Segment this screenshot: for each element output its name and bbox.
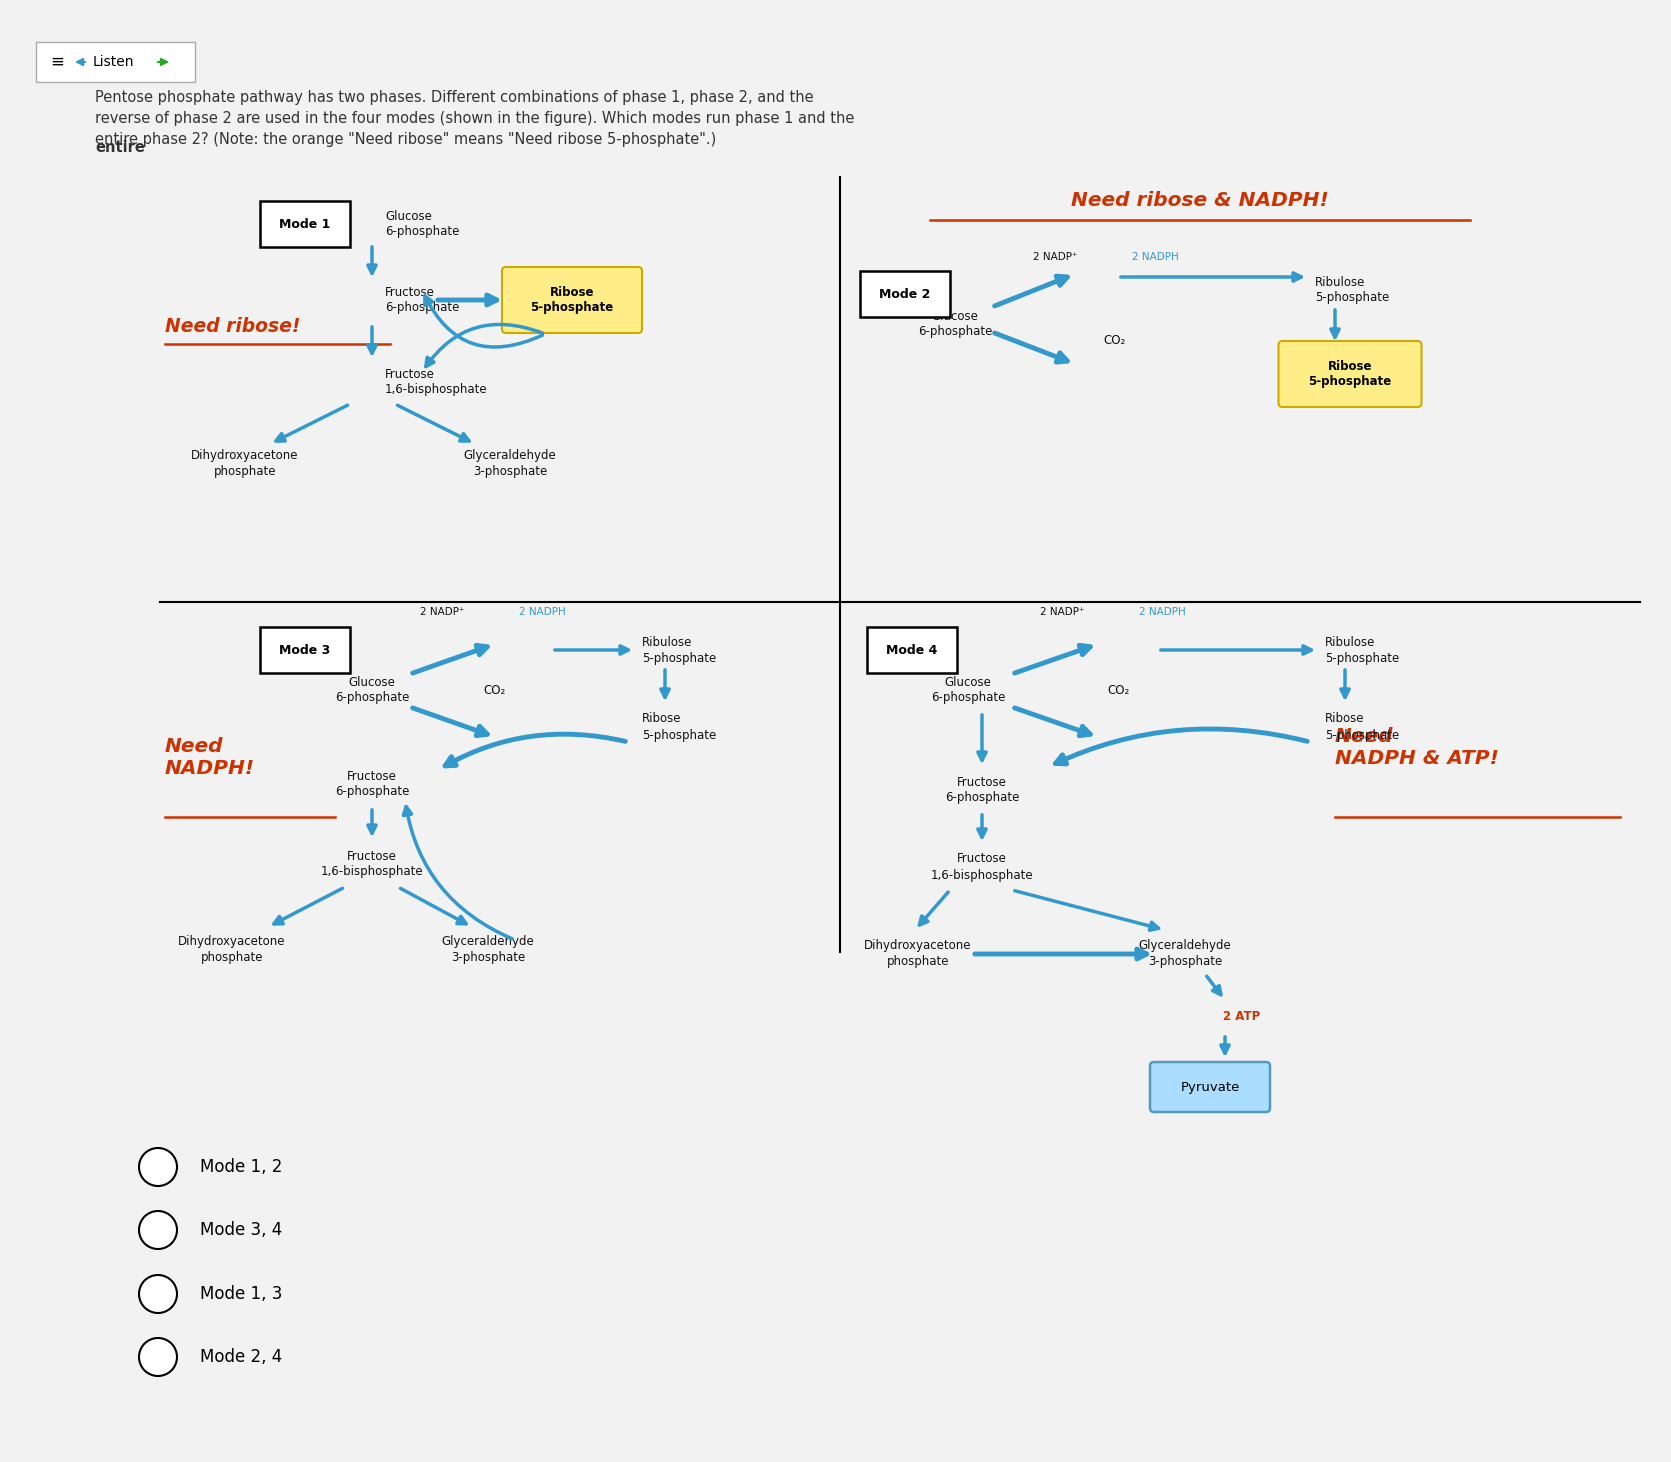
Text: Glucose
6-phosphate: Glucose 6-phosphate <box>931 675 1006 705</box>
Text: 2 NADP⁺: 2 NADP⁺ <box>1039 607 1084 617</box>
FancyBboxPatch shape <box>861 270 951 317</box>
Text: Glucose
6-phosphate: Glucose 6-phosphate <box>334 675 409 705</box>
Text: 2 NADPH: 2 NADPH <box>1131 251 1178 262</box>
Text: Fructose
6-phosphate: Fructose 6-phosphate <box>944 775 1019 804</box>
Text: Glyceraldehyde
3-phosphate: Glyceraldehyde 3-phosphate <box>1138 940 1232 968</box>
Text: Mode 2, 4: Mode 2, 4 <box>201 1348 282 1366</box>
Text: 2 NADP⁺: 2 NADP⁺ <box>1033 251 1078 262</box>
Text: ≡: ≡ <box>50 53 63 72</box>
Text: CO₂: CO₂ <box>485 684 506 696</box>
Text: Ribulose
5-phosphate: Ribulose 5-phosphate <box>1325 636 1399 665</box>
Text: 2 NADPH: 2 NADPH <box>1138 607 1185 617</box>
Text: Mode 2: Mode 2 <box>879 288 931 301</box>
Circle shape <box>139 1211 177 1249</box>
Text: Fructose
6-phosphate: Fructose 6-phosphate <box>334 769 409 798</box>
FancyBboxPatch shape <box>1150 1061 1270 1113</box>
Text: Fructose
1,6-bisphosphate: Fructose 1,6-bisphosphate <box>384 367 488 396</box>
FancyBboxPatch shape <box>867 627 957 673</box>
Text: Fructose
1,6-bisphosphate: Fructose 1,6-bisphosphate <box>931 852 1033 882</box>
Text: 2 NADPH: 2 NADPH <box>518 607 565 617</box>
Text: CO₂: CO₂ <box>1105 333 1126 346</box>
Text: Glyceraldehyde
3-phosphate: Glyceraldehyde 3-phosphate <box>463 449 556 478</box>
Text: Glyceraldehyde
3-phosphate: Glyceraldehyde 3-phosphate <box>441 936 535 965</box>
Text: Ribulose
5-phosphate: Ribulose 5-phosphate <box>642 636 717 665</box>
Text: Dihydroxyacetone
phosphate: Dihydroxyacetone phosphate <box>864 940 973 968</box>
Circle shape <box>139 1275 177 1313</box>
Circle shape <box>139 1338 177 1376</box>
Text: Ribose
5-phosphate: Ribose 5-phosphate <box>642 712 717 741</box>
Text: Ribose
5-phosphate: Ribose 5-phosphate <box>1325 712 1399 741</box>
Text: Ribose
5-phosphate: Ribose 5-phosphate <box>530 285 613 314</box>
Text: Need
NADPH!: Need NADPH! <box>165 737 256 778</box>
Text: Glucose
6-phosphate: Glucose 6-phosphate <box>384 209 460 238</box>
Text: Mode 4: Mode 4 <box>886 643 937 656</box>
Text: Mode 1, 3: Mode 1, 3 <box>201 1285 282 1303</box>
Text: Pentose phosphate pathway has two phases. Different combinations of phase 1, pha: Pentose phosphate pathway has two phases… <box>95 91 854 148</box>
Text: Mode 3, 4: Mode 3, 4 <box>201 1221 282 1238</box>
Text: Need
NADPH & ATP!: Need NADPH & ATP! <box>1335 727 1499 768</box>
FancyBboxPatch shape <box>37 42 196 82</box>
Circle shape <box>139 1148 177 1186</box>
Text: Dihydroxyacetone
phosphate: Dihydroxyacetone phosphate <box>190 449 299 478</box>
Text: Pyruvate: Pyruvate <box>1180 1080 1240 1094</box>
Text: 2 ATP: 2 ATP <box>1223 1010 1260 1023</box>
Text: Listen: Listen <box>94 56 134 69</box>
Text: entire: entire <box>95 140 145 155</box>
Text: Mode 1, 2: Mode 1, 2 <box>201 1158 282 1175</box>
Text: Ribulose
5-phosphate: Ribulose 5-phosphate <box>1315 275 1389 304</box>
Text: Dihydroxyacetone
phosphate: Dihydroxyacetone phosphate <box>179 936 286 965</box>
Text: Mode 3: Mode 3 <box>279 643 331 656</box>
FancyBboxPatch shape <box>261 200 349 247</box>
Text: Fructose
6-phosphate: Fructose 6-phosphate <box>384 285 460 314</box>
Text: Need ribose & NADPH!: Need ribose & NADPH! <box>1071 190 1328 209</box>
Text: Need ribose!: Need ribose! <box>165 317 301 336</box>
FancyBboxPatch shape <box>1278 341 1422 406</box>
FancyBboxPatch shape <box>261 627 349 673</box>
Text: Ribose
5-phosphate: Ribose 5-phosphate <box>1308 360 1392 389</box>
FancyBboxPatch shape <box>501 268 642 333</box>
Text: CO₂: CO₂ <box>1106 684 1130 696</box>
Text: Mode 1: Mode 1 <box>279 218 331 231</box>
Text: Glucose
6-phosphate: Glucose 6-phosphate <box>917 310 993 339</box>
Text: Fructose
1,6-bisphosphate: Fructose 1,6-bisphosphate <box>321 849 423 879</box>
Text: 2 NADP⁺: 2 NADP⁺ <box>419 607 465 617</box>
